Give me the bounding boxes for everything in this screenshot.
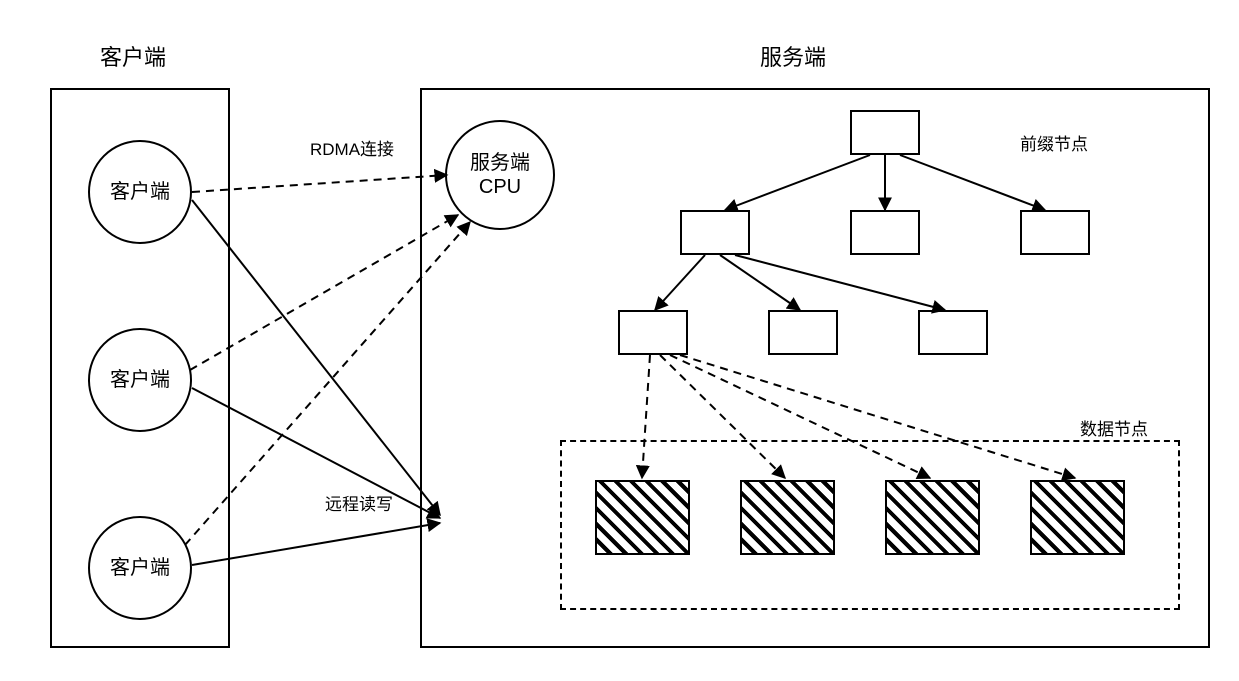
remote-rw-label: 远程读写 <box>325 490 393 515</box>
data-node-2 <box>885 480 980 555</box>
diagram-stage: 客户端 服务端 客户端 客户端 客户端 服务端 CPU RDMA连接 远程读写 … <box>0 0 1239 681</box>
client-node-2-label: 客户端 <box>110 368 170 392</box>
server-cpu-node: 服务端 CPU <box>445 120 555 230</box>
prefix-nodes-label: 前缀节点 <box>1020 130 1088 155</box>
client-node-1-label: 客户端 <box>110 180 170 204</box>
tree-row3-2 <box>918 310 988 355</box>
tree-row3-0 <box>618 310 688 355</box>
client-title: 客户端 <box>100 40 166 72</box>
tree-row2-1 <box>850 210 920 255</box>
tree-root <box>850 110 920 155</box>
server-cpu-label-2: CPU <box>479 175 521 199</box>
data-nodes-label: 数据节点 <box>1080 415 1148 440</box>
data-node-3 <box>1030 480 1125 555</box>
client-node-3: 客户端 <box>88 516 192 620</box>
client-node-2: 客户端 <box>88 328 192 432</box>
data-node-1 <box>740 480 835 555</box>
client-node-3-label: 客户端 <box>110 556 170 580</box>
server-cpu-label-1: 服务端 <box>470 151 530 175</box>
tree-row3-1 <box>768 310 838 355</box>
data-node-0 <box>595 480 690 555</box>
tree-row2-2 <box>1020 210 1090 255</box>
client-node-1: 客户端 <box>88 140 192 244</box>
rdma-label: RDMA连接 <box>310 135 394 160</box>
server-title: 服务端 <box>760 40 826 72</box>
tree-row2-0 <box>680 210 750 255</box>
